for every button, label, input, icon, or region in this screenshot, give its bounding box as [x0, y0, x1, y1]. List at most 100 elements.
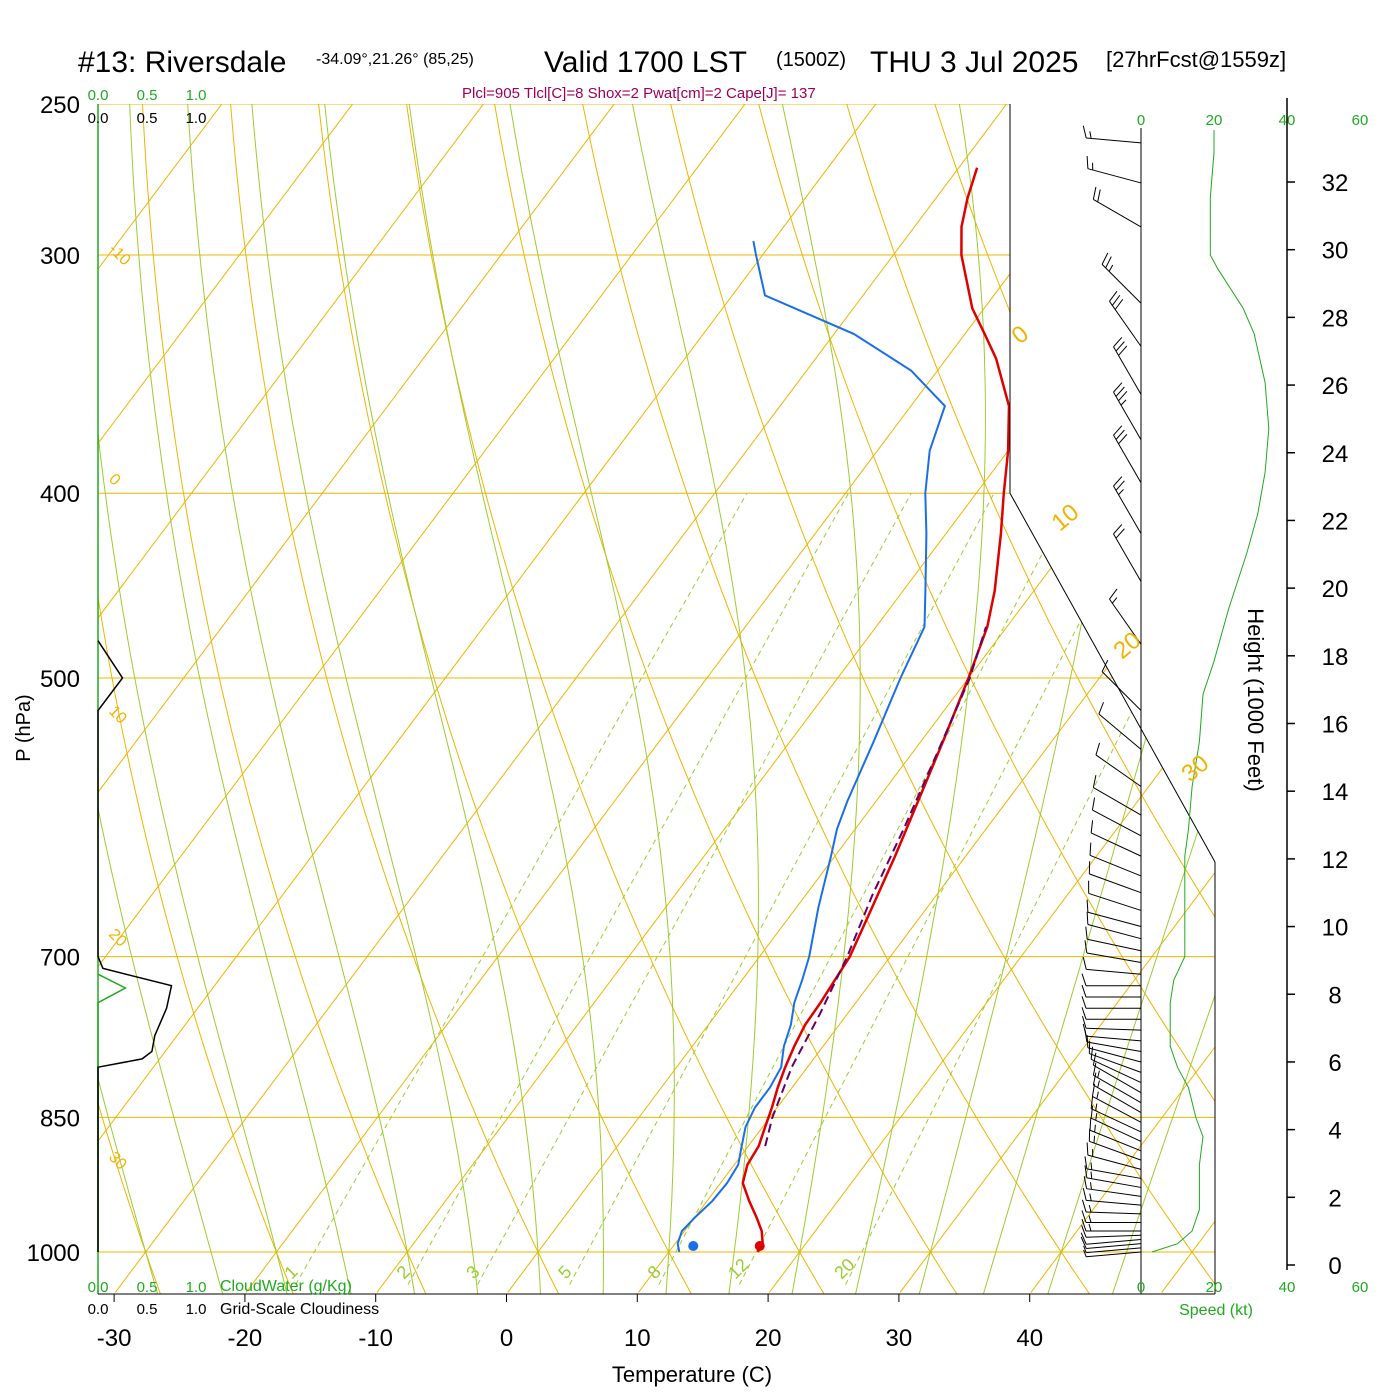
speed-tick-top: 20	[1206, 112, 1223, 129]
dry-adiabat-label: 10	[105, 703, 130, 728]
moist-adiabat-line	[98, 104, 225, 1294]
dry-adiabat-line	[749, 104, 1215, 1294]
wind-barb	[1092, 775, 1142, 816]
height-tick-label: 22	[1322, 508, 1349, 535]
temperature-line	[741, 167, 1011, 1253]
dry-adiabat-label: 10	[1047, 499, 1085, 537]
wind-barb	[1113, 425, 1142, 484]
cloudiness-profile	[97, 640, 173, 1252]
valid-time: Valid 1700 LST	[544, 46, 747, 79]
temp-tick-label: 0	[500, 1325, 513, 1352]
pressure-tick-label: 700	[40, 945, 80, 972]
wind-barb	[1080, 1232, 1142, 1245]
moist-adiabat-line	[98, 104, 160, 1294]
wind-barb	[1113, 382, 1142, 441]
wind-barb	[1082, 125, 1142, 144]
pressure-tick-label: 850	[40, 1105, 80, 1132]
wind-barb	[1109, 588, 1142, 645]
cloudwater-tick-top: 0.5	[137, 87, 158, 104]
cloudwater-tick-bottom: 0.5	[137, 1279, 158, 1296]
dry-adiabat-line	[662, 104, 1215, 1294]
moist-adiabat-line	[625, 104, 759, 1294]
height-tick-label: 30	[1322, 238, 1349, 265]
moist-adiabat-line	[98, 104, 290, 1294]
wind-barb	[1113, 476, 1142, 534]
parcel-line	[764, 626, 987, 1147]
wind-barb	[1081, 973, 1141, 987]
wind-barb	[1088, 1040, 1142, 1073]
moist-adiabat-line	[981, 104, 1215, 1294]
y-axis-title: P (hPa)	[13, 694, 35, 761]
wind-barb	[1109, 290, 1142, 347]
wind-barb	[1086, 911, 1142, 940]
height-tick-label: 24	[1322, 441, 1349, 468]
mixing-ratio-line	[658, 492, 1075, 1285]
cloudiness-tick-bottom: 0.0	[88, 1301, 109, 1318]
mixing-ratio-line	[738, 492, 1147, 1285]
pressure-tick-label: 400	[40, 481, 80, 508]
height-tick-label: 32	[1322, 170, 1349, 197]
wind-barb	[1082, 1187, 1142, 1206]
moist-adiabat-line	[185, 104, 417, 1294]
wind-barb	[1095, 742, 1142, 787]
temp-tick-label: 10	[624, 1325, 651, 1352]
dry-adiabat-line	[314, 104, 696, 1294]
cloudiness-label: Grid-Scale Cloudiness	[220, 1301, 379, 1318]
height-tick-label: 26	[1322, 373, 1349, 400]
wind-barb	[1084, 1156, 1142, 1179]
isotherm-line	[768, 104, 1215, 1293]
height-tick-label: 16	[1322, 712, 1349, 739]
dry-adiabat-line	[98, 104, 297, 1294]
wind-barb	[1101, 252, 1142, 304]
wind-barb	[1081, 1199, 1142, 1215]
isotherm-line	[899, 104, 1215, 1293]
temp-tick-label: -10	[358, 1325, 393, 1352]
dry-adiabat-label: 0	[1007, 320, 1035, 349]
isotherm-line	[638, 104, 1215, 1293]
wind-barb	[1092, 1062, 1142, 1104]
mixing-ratio-label: 8	[644, 1262, 665, 1283]
wind-barb	[1113, 524, 1142, 582]
wind-barb	[1082, 956, 1142, 975]
cloudwater-profile	[97, 973, 128, 1252]
surface-temperature-point	[754, 1241, 765, 1251]
height-tick-label: 10	[1322, 915, 1349, 942]
x-axis-title: Temperature (C)	[612, 1362, 772, 1387]
temp-tick-label: 30	[886, 1325, 913, 1352]
isotherm-line	[1161, 104, 1215, 1293]
sounding-indices: Plcl=905 Tlcl[C]=8 Shox=2 Pwat[cm]=2 Cap…	[462, 85, 816, 102]
pressure-tick-label: 250	[40, 92, 80, 119]
wind-barb	[1086, 156, 1142, 184]
wind-barb	[1086, 1142, 1142, 1170]
height-axis-title: Height (1000 Feet)	[1243, 608, 1268, 791]
temp-tick-label: 40	[1016, 1325, 1043, 1352]
cloudwater-tick-bottom: 0.0	[88, 1279, 109, 1296]
cloudwater-label: CloudWater (g/Kg)	[220, 1278, 352, 1295]
wind-barb	[1084, 940, 1142, 964]
mixing-ratio-label: 12	[724, 1255, 752, 1283]
speed-tick-bottom: 60	[1352, 1279, 1369, 1296]
isotherm-line	[98, 104, 771, 1293]
mixing-ratio-line	[477, 492, 912, 1285]
dry-adiabat-line	[401, 104, 829, 1294]
wind-barb	[1081, 1210, 1141, 1223]
speed-label: Speed (kt)	[1179, 1302, 1253, 1319]
wind-barb	[1084, 1165, 1142, 1188]
wind-barb	[1082, 1023, 1142, 1042]
wind-barb	[1083, 1245, 1142, 1254]
dry-adiabat-line	[140, 104, 430, 1294]
wind-barb	[1085, 926, 1142, 952]
height-tick-label: 28	[1322, 305, 1349, 332]
wind-barb	[1081, 1007, 1141, 1020]
temp-tick-label: 20	[755, 1325, 782, 1352]
grid-layer	[98, 104, 1215, 1294]
wind-barb	[1081, 1218, 1141, 1232]
isotherm-line	[98, 104, 640, 1293]
wind-barb	[1081, 1015, 1142, 1031]
zulu-time: (1500Z)	[776, 49, 846, 71]
forecast-info: [27hrFcst@1559z]	[1106, 47, 1286, 72]
wind-barb	[1092, 1052, 1142, 1094]
station-title: #13: Riversdale	[78, 46, 286, 79]
isotherm-line	[376, 104, 1215, 1293]
